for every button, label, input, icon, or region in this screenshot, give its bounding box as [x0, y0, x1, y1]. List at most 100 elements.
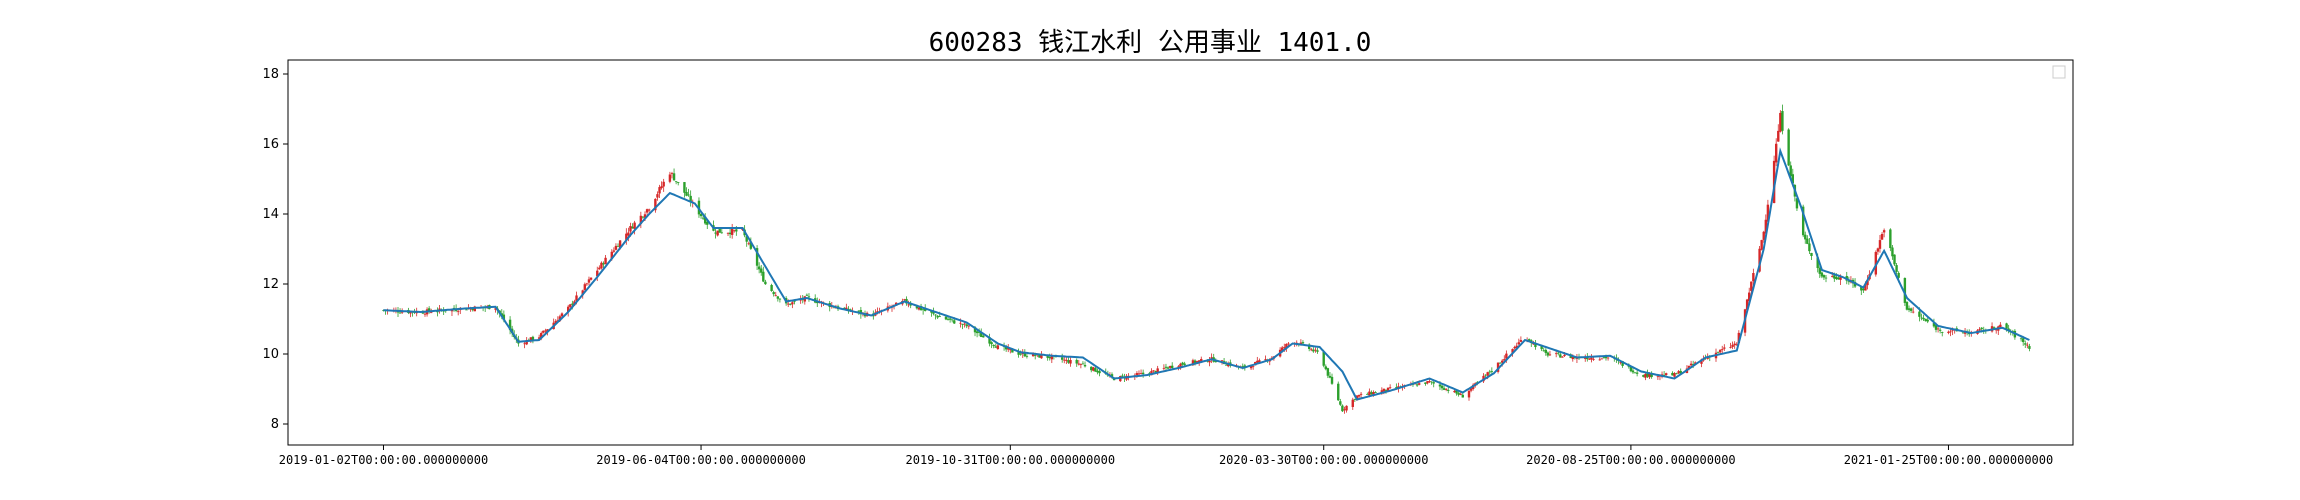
candle-body	[1067, 360, 1070, 363]
candle-body	[932, 311, 935, 314]
candle-body	[1941, 332, 1944, 333]
candle-body	[1094, 368, 1097, 372]
candle-body	[1424, 382, 1427, 384]
candle-body	[1490, 371, 1494, 372]
candle-body	[465, 309, 468, 311]
candle-body	[1135, 373, 1139, 375]
candle-body	[1862, 288, 1865, 291]
candle-body	[1301, 342, 1305, 344]
candle-body	[1540, 345, 1543, 350]
candle-body	[1839, 277, 1842, 280]
candle-body	[701, 217, 705, 219]
candle-body	[1050, 355, 1054, 360]
candle-body	[950, 319, 954, 321]
candle-body	[944, 316, 948, 320]
candle-body	[629, 226, 632, 232]
candle-body	[1438, 384, 1442, 387]
candle-body	[1748, 292, 1751, 302]
candle-body	[427, 308, 431, 312]
candle-body	[757, 266, 761, 270]
plot-frame	[287, 59, 2074, 446]
candle-body	[857, 310, 860, 312]
candle-body	[730, 228, 734, 235]
candle-body	[735, 229, 738, 232]
candle-body	[1195, 361, 1199, 363]
candle-body	[1415, 384, 1419, 386]
candle-body	[1992, 327, 1996, 329]
candle-body	[625, 233, 628, 240]
candle-body	[1876, 248, 1880, 252]
candle-body	[716, 230, 719, 236]
candle-body	[1040, 354, 1043, 359]
candle-body	[1689, 363, 1693, 366]
candle-body	[1557, 352, 1560, 354]
candle-body	[1469, 388, 1473, 391]
y-tick-label: 14	[262, 207, 279, 222]
candle-body	[1932, 323, 1936, 327]
candle-body	[1241, 366, 1244, 367]
candle-body	[614, 245, 618, 250]
candle-body	[2028, 346, 2031, 349]
candle-body	[1835, 276, 1838, 280]
candle-body	[1503, 359, 1506, 361]
candle-body	[639, 215, 643, 224]
candle-body	[677, 182, 680, 183]
candle-body	[772, 292, 775, 295]
x-tick-label: 2019-10-31T00:00:00.000000000	[906, 453, 1116, 467]
candle-body	[1486, 372, 1489, 376]
candle-body	[1515, 345, 1518, 349]
candle-body	[571, 303, 574, 305]
y-tick-label: 8	[271, 417, 279, 432]
candle-body	[714, 232, 717, 234]
candle-body	[988, 337, 991, 344]
candle-body	[1339, 401, 1342, 405]
candle-body	[1818, 267, 1821, 274]
candle-body	[1324, 366, 1327, 370]
candle-body	[1440, 385, 1444, 389]
candle-body	[1019, 353, 1022, 355]
candle-body	[2024, 343, 2027, 345]
candle-body	[1031, 353, 1035, 357]
candle-body	[1208, 360, 1211, 363]
candle-body	[1878, 240, 1882, 249]
candle-body	[845, 307, 848, 311]
candle-body	[1584, 357, 1587, 359]
candle-body	[1065, 359, 1068, 361]
candle-body	[1679, 370, 1682, 374]
candle-body	[1561, 356, 1564, 358]
candle-body	[789, 303, 792, 305]
candle-body	[699, 213, 703, 217]
candle-body	[980, 332, 983, 337]
candle-body	[776, 296, 780, 299]
candle-body	[1417, 383, 1421, 385]
candle-body	[1721, 349, 1724, 350]
candle-body	[774, 295, 777, 297]
candle-body	[1343, 409, 1346, 411]
candle-body	[612, 250, 616, 252]
candle-body	[1281, 347, 1284, 351]
candle-body	[1864, 284, 1867, 291]
candle-body	[1968, 333, 1971, 335]
candle-body	[1895, 265, 1898, 272]
candle-body	[540, 333, 543, 339]
candle-body	[641, 216, 645, 218]
legend-box	[2052, 65, 2066, 79]
candle-body	[1152, 370, 1155, 372]
candle-body	[1546, 352, 1550, 356]
candle-body	[1897, 272, 1900, 278]
candle-body	[1345, 405, 1348, 411]
candle-body	[1542, 350, 1545, 352]
candle-body	[1200, 358, 1203, 362]
candle-body	[1357, 395, 1361, 397]
candle-body	[977, 331, 981, 333]
candle-body	[587, 279, 591, 283]
candle-body	[1598, 359, 1601, 361]
candle-body	[1646, 373, 1649, 377]
candle-body	[917, 307, 921, 310]
candle-body	[1193, 360, 1197, 363]
candle-body	[660, 186, 663, 189]
candle-body	[1631, 370, 1635, 373]
candle-body	[1374, 392, 1377, 393]
candle-body	[1774, 143, 1778, 163]
